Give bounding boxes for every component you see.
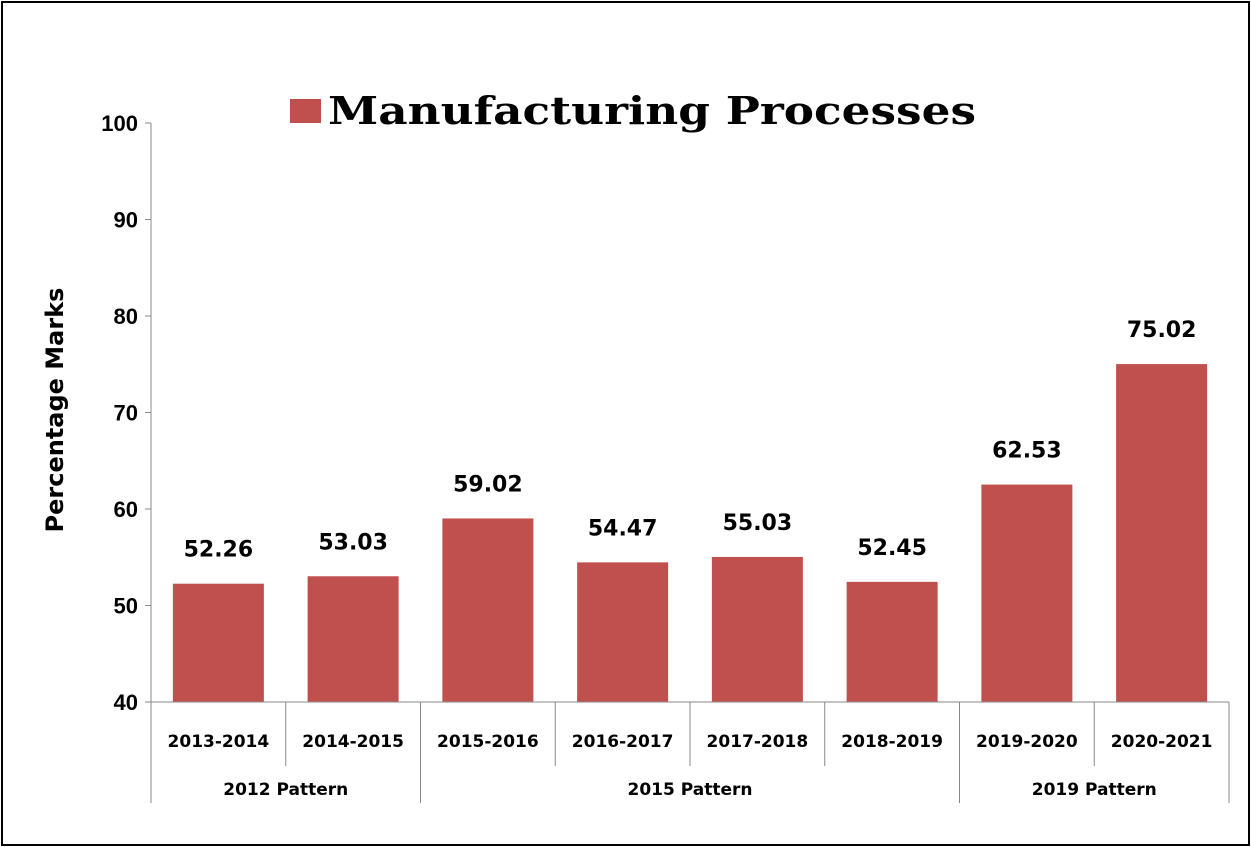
category-label: 2020-2021 — [1111, 732, 1213, 752]
category-label: 2013-2014 — [168, 732, 270, 752]
group-label: 2012 Pattern — [223, 780, 348, 800]
group-label: 2015 Pattern — [628, 780, 753, 800]
value-label: 55.03 — [723, 511, 793, 536]
bar — [981, 484, 1073, 702]
value-label: 75.02 — [1127, 318, 1197, 343]
value-label: 62.53 — [992, 439, 1062, 464]
category-label: 2014-2015 — [302, 732, 404, 752]
bar — [711, 556, 803, 702]
legend: Manufacturing Processes — [290, 88, 976, 133]
group-label: 2019 Pattern — [1032, 780, 1157, 800]
category-label: 2015-2016 — [437, 732, 539, 752]
bar — [172, 583, 264, 702]
y-tick-label: 90 — [114, 208, 138, 233]
y-tick-label: 50 — [114, 594, 138, 619]
value-label: 59.02 — [453, 472, 523, 497]
y-tick-label: 70 — [114, 401, 138, 426]
y-tick-label: 80 — [114, 304, 138, 329]
category-label: 2018-2019 — [841, 732, 943, 752]
category-label: 2017-2018 — [707, 732, 809, 752]
value-labels: 52.26 53.03 59.02 54.47 55.03 52.45 62.53 75.02 — [184, 318, 1197, 563]
bar — [307, 576, 399, 702]
bars — [172, 364, 1208, 702]
y-tick-label: 100 — [101, 111, 138, 136]
category-label: 2016-2017 — [572, 732, 674, 752]
category-label: 2019-2020 — [976, 732, 1078, 752]
bar — [442, 518, 534, 702]
value-label: 52.26 — [184, 538, 254, 563]
value-label: 52.45 — [857, 536, 927, 561]
bar — [577, 562, 669, 702]
y-axis-title: Percentage Marks — [41, 288, 69, 533]
y-axis: 40 50 60 70 80 90 100 — [101, 111, 152, 715]
bar — [1116, 364, 1208, 702]
bar — [846, 581, 938, 702]
value-label: 54.47 — [588, 516, 658, 541]
value-label: 53.03 — [318, 530, 388, 555]
y-tick-label: 60 — [114, 497, 138, 522]
legend-swatch — [290, 99, 321, 123]
y-tick-label: 40 — [114, 690, 138, 715]
legend-label: Manufacturing Processes — [328, 88, 976, 133]
x-axis: 2013-2014 2014-2015 2015-2016 2016-2017 2017… — [150, 701, 1230, 803]
